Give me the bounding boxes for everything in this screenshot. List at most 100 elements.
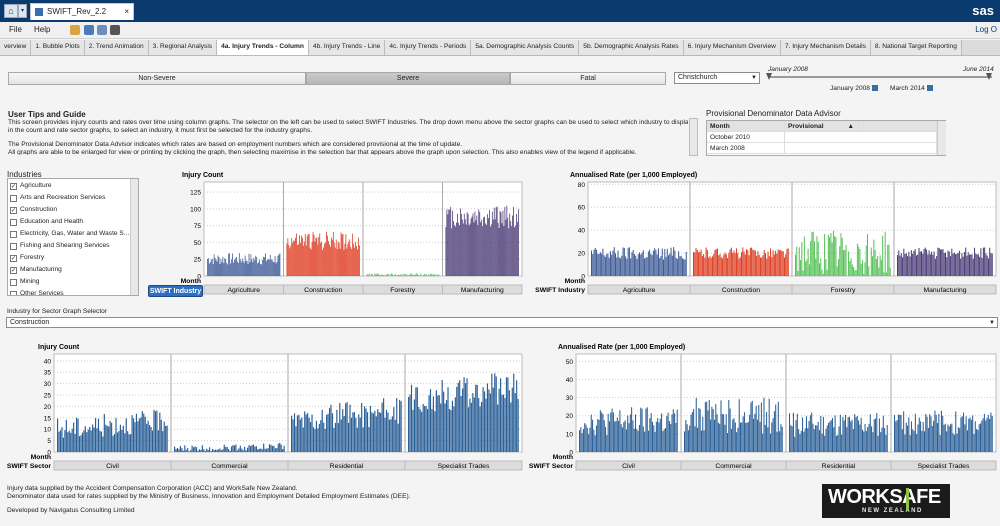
checkbox[interactable] xyxy=(10,231,17,238)
document-tab[interactable]: SWIFT_Rev_2.2 × xyxy=(30,3,134,20)
checkbox[interactable] xyxy=(10,195,17,202)
checkbox[interactable] xyxy=(10,219,17,226)
date-end-value: March 2014 xyxy=(890,85,925,92)
bar xyxy=(426,409,429,452)
bar xyxy=(392,273,393,276)
list-item[interactable]: Fishing and Shearing Services xyxy=(10,240,109,252)
date-range-track[interactable] xyxy=(770,76,992,78)
bar xyxy=(485,398,487,452)
document-tab-title: SWIFT_Rev_2.2 xyxy=(47,7,107,16)
tab-12[interactable]: 8. National Target Reporting xyxy=(870,40,962,55)
list-item[interactable]: Arts and Recreation Services xyxy=(10,192,105,204)
bar xyxy=(87,429,89,452)
bar xyxy=(382,275,384,276)
tab-4[interactable]: 3. Regional Analysis xyxy=(148,40,218,55)
tab-8[interactable]: 5a. Demographic Analysis Counts xyxy=(471,40,580,55)
list-item[interactable]: Electricity, Gas, Water and Waste S... xyxy=(10,228,129,240)
tab-10[interactable]: 6. Injury Mechanism Overview xyxy=(683,40,781,55)
list-item[interactable]: ✓ Construction xyxy=(10,204,57,216)
region-select[interactable]: Christchurch ▼ xyxy=(674,72,760,84)
tab-1[interactable]: verview xyxy=(0,40,32,55)
refresh-icon[interactable] xyxy=(97,25,107,35)
menu-help[interactable]: Help xyxy=(34,25,51,34)
bar xyxy=(463,213,465,276)
industry-injury-count-chart[interactable]: Injury Count 0 25 50 75 100 125 Agriculture Cons… xyxy=(160,168,524,298)
denominator-header-provisional[interactable]: Provisional ▲ xyxy=(785,121,859,132)
bookmark-icon[interactable] xyxy=(84,25,94,35)
checkbox[interactable]: ✓ xyxy=(10,267,17,274)
share-icon[interactable] xyxy=(110,25,120,35)
bar xyxy=(987,258,989,276)
industries-scrollbar[interactable] xyxy=(130,179,138,295)
list-item[interactable]: Education and Health xyxy=(10,216,83,228)
tab-6[interactable]: 4b. Injury Trends - Line xyxy=(308,40,386,55)
bar xyxy=(289,248,291,276)
bar xyxy=(756,419,758,452)
y-tick-label: 35 xyxy=(44,370,52,377)
checkbox[interactable]: ✓ xyxy=(10,183,17,190)
industry-rate-chart[interactable]: Annualised Rate (per 1,000 Employed) 0 20 4… xyxy=(530,168,998,298)
sector-rate-chart[interactable]: Annualised Rate (per 1,000 Employed) 0 10 2… xyxy=(524,340,998,474)
severity-fatal[interactable]: Fatal xyxy=(510,72,666,85)
bar xyxy=(734,253,736,276)
log-off-link[interactable]: Log O xyxy=(975,25,997,34)
category-label: Construction xyxy=(722,287,760,294)
bar xyxy=(775,250,777,276)
bar xyxy=(434,411,436,452)
calendar-icon[interactable] xyxy=(871,85,878,92)
table-cell xyxy=(785,132,937,143)
tab-5[interactable]: 4a. Injury Trends - Column xyxy=(217,40,309,55)
bar xyxy=(517,398,519,452)
list-item[interactable]: Other Services xyxy=(10,288,64,295)
date-start-field[interactable]: January 2008 xyxy=(830,85,878,92)
home-dropdown-icon[interactable]: ▾ xyxy=(18,4,27,18)
checkbox[interactable]: ✓ xyxy=(10,255,17,262)
list-item[interactable]: ✓ Agriculture xyxy=(10,180,52,192)
checkbox[interactable] xyxy=(10,243,17,250)
bar xyxy=(838,426,840,452)
checkbox[interactable] xyxy=(10,279,17,286)
bar xyxy=(302,427,304,452)
bar xyxy=(337,423,339,452)
bar xyxy=(620,424,622,452)
severity-severe[interactable]: Severe xyxy=(306,72,510,85)
checkbox[interactable] xyxy=(10,291,17,295)
bar xyxy=(322,249,324,276)
tab-7[interactable]: 4c. Injury Trends - Periods xyxy=(385,40,472,55)
bar xyxy=(341,234,343,276)
sector-select[interactable]: Construction ▼ xyxy=(6,317,998,328)
date-range-start-handle[interactable] xyxy=(766,73,772,80)
bar xyxy=(908,251,910,276)
severity-non-severe[interactable]: Non-Severe xyxy=(8,72,306,85)
list-item[interactable]: Mining xyxy=(10,276,39,288)
bar xyxy=(864,423,866,452)
bar xyxy=(870,247,872,276)
bar xyxy=(275,263,277,276)
open-folder-icon[interactable] xyxy=(70,25,80,35)
tab-3[interactable]: 2. Trend Animation xyxy=(84,40,149,55)
bar xyxy=(980,248,982,276)
tips-scrollbar[interactable] xyxy=(689,118,698,156)
swift-industry-button[interactable]: SWIFT Industry xyxy=(148,285,203,297)
tab-11[interactable]: 7. Injury Mechanism Details xyxy=(780,40,871,55)
list-item[interactable]: ✓ Forestry xyxy=(10,252,44,264)
date-end-field[interactable]: March 2014 xyxy=(890,85,933,92)
home-icon[interactable]: ⌂ xyxy=(4,4,18,18)
bar xyxy=(423,274,424,276)
bar xyxy=(506,205,508,276)
tab-9[interactable]: 5b. Demographic Analysis Rates xyxy=(579,40,684,55)
menu-file[interactable]: File xyxy=(9,25,22,34)
bar xyxy=(393,275,394,276)
list-item[interactable]: ✓ Manufacturing xyxy=(10,264,62,276)
bar xyxy=(350,417,353,452)
date-range-end-handle[interactable] xyxy=(986,73,992,80)
calendar-icon[interactable] xyxy=(926,85,933,92)
bar xyxy=(314,429,316,452)
checkbox[interactable]: ✓ xyxy=(10,207,17,214)
sector-injury-count-chart[interactable]: Injury Count 0 5 10 15 20 25 30 35 40 Civil Commerc… xyxy=(0,340,524,474)
denominator-scrollbar[interactable] xyxy=(937,121,946,155)
close-tab-icon[interactable]: × xyxy=(124,7,129,16)
denominator-header-month[interactable]: Month xyxy=(707,121,785,132)
tab-2[interactable]: 1. Bubble Plots xyxy=(31,40,85,55)
bar xyxy=(71,428,73,452)
